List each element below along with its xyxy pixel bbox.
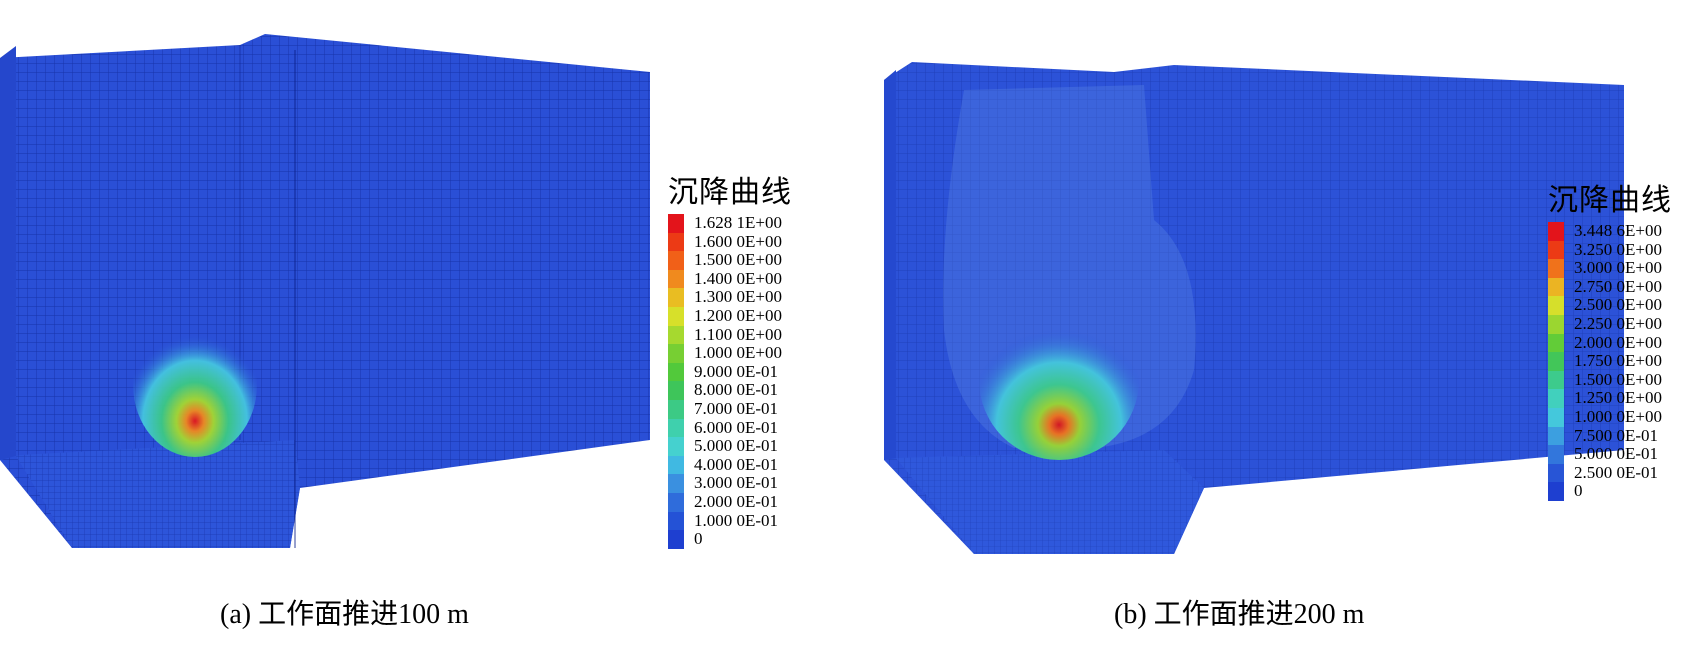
legend-swatch: [668, 306, 684, 326]
legend-label: 1.600 0E+00: [694, 231, 782, 251]
legend-swatch: [1548, 352, 1564, 371]
legend-label: 2.750 0E+00: [1574, 276, 1662, 296]
legend-label: 1.000 0E+00: [1574, 407, 1662, 426]
legend-label: 1.000 0E+00: [694, 343, 782, 363]
legend-swatch: [668, 214, 684, 233]
legend-label: 7.500 0E-01: [1574, 425, 1659, 445]
legend-label: 7.000 0E-01: [694, 399, 779, 418]
legend-label: 1.300 0E+00: [694, 287, 782, 307]
legend-b: 沉降曲线 3.448 6E+00 3.250 0E+00 3.000 0E+00 2.…: [1548, 184, 1688, 505]
legend-swatch: [1548, 333, 1564, 353]
legend-a: 沉降曲线 1.628 1E+00 1.600 0E+00 1.500 0E+00 1.…: [668, 176, 848, 553]
legend-label: 1.500 0E+00: [694, 250, 782, 270]
legend-swatch: [668, 455, 684, 475]
legend-swatch: [668, 511, 684, 531]
legend-label: 3.250 0E+00: [1574, 239, 1662, 259]
legend-swatch: [668, 288, 684, 307]
figure-panel-a: 沉降曲线 1.628 1E+00 1.600 0E+00 1.500 0E+00 1.…: [0, 34, 791, 630]
legend-swatch: [668, 232, 684, 252]
model-floor: [16, 440, 300, 548]
legend-label: 1.000 0E-01: [694, 510, 779, 530]
legend-label: 0: [694, 529, 703, 549]
caption-a: (a) 工作面推进100 m: [220, 599, 469, 630]
legend-color-bar: [1548, 222, 1564, 501]
figure-panel-b: 沉降曲线 3.448 6E+00 3.250 0E+00 3.000 0E+00 2.…: [844, 0, 1688, 657]
legend-swatch: [668, 269, 684, 289]
legend-swatch: [1548, 407, 1564, 427]
legend-swatch: [668, 344, 684, 363]
legend-swatch: [668, 362, 684, 382]
legend-label: 1.500 0E+00: [1574, 369, 1662, 389]
legend-label: 4.000 0E-01: [694, 454, 779, 474]
legend-label: 3.000 0E-01: [694, 473, 779, 493]
legend-swatch: [668, 381, 684, 400]
legend-label: 1.100 0E+00: [694, 324, 782, 344]
legend-swatch: [1548, 314, 1564, 334]
subsidence-basin: [979, 300, 1139, 460]
legend-swatch: [1548, 277, 1564, 297]
legend-label: 0: [1574, 481, 1583, 501]
caption-b: (b) 工作面推进200 m: [1114, 599, 1365, 630]
legend-label: 2.500 0E-01: [1574, 462, 1659, 482]
settlement-model-b: [884, 62, 1624, 554]
legend-swatch: [1548, 259, 1564, 278]
legend-label: 3.448 6E+00: [1574, 221, 1662, 240]
legend-swatch: [668, 418, 684, 438]
legend-swatch: [1548, 370, 1564, 390]
legend-swatch: [1548, 389, 1564, 408]
legend-swatch: [668, 474, 684, 493]
legend-swatch: [1548, 222, 1564, 241]
legend-scale: 3.448 6E+00 3.250 0E+00 3.000 0E+00 2.750 0…: [1548, 222, 1688, 505]
legend-label: 1.400 0E+00: [694, 268, 782, 288]
subsidence-basin: [133, 313, 257, 457]
legend-swatch: [668, 437, 684, 456]
legend-swatch: [1548, 463, 1564, 483]
legend-label: 2.000 0E+00: [1574, 332, 1662, 352]
legend-label: 5.000 0E-01: [694, 436, 779, 456]
legend-swatch: [668, 530, 684, 549]
legend-label: 3.000 0E+00: [1574, 258, 1662, 278]
legend-swatch: [668, 251, 684, 270]
legend-title: 沉降曲线: [1548, 184, 1672, 217]
legend-label: 1.750 0E+00: [1574, 351, 1662, 371]
legend-label: 5.000 0E-01: [1574, 444, 1659, 464]
legend-swatch: [1548, 240, 1564, 260]
settlement-model-a: [0, 34, 650, 548]
legend-label: 1.200 0E+00: [694, 306, 782, 325]
legend-swatch: [1548, 426, 1564, 446]
legend-label: 2.500 0E+00: [1574, 295, 1662, 315]
legend-label: 8.000 0E-01: [694, 380, 779, 400]
legend-label: 2.250 0E+00: [1574, 314, 1662, 333]
model-left-face: [884, 70, 896, 460]
legend-swatch: [668, 325, 684, 345]
legend-scale: 1.628 1E+00 1.600 0E+00 1.500 0E+00 1.400 0…: [668, 214, 848, 553]
legend-label: 9.000 0E-01: [694, 361, 779, 381]
legend-title: 沉降曲线: [668, 176, 792, 209]
legend-label: 2.000 0E-01: [694, 492, 779, 511]
legend-swatch: [668, 399, 684, 419]
legend-label: 1.628 1E+00: [694, 213, 782, 232]
legend-swatch: [1548, 296, 1564, 315]
legend-swatch: [668, 492, 684, 512]
legend-color-bar: [668, 214, 684, 549]
legend-label: 6.000 0E-01: [694, 417, 779, 437]
legend-swatch: [1548, 445, 1564, 464]
legend-label: 1.250 0E+00: [1574, 388, 1662, 408]
model-floor: [896, 450, 1204, 554]
legend-swatch: [1548, 482, 1564, 501]
model-left-face: [0, 46, 16, 460]
